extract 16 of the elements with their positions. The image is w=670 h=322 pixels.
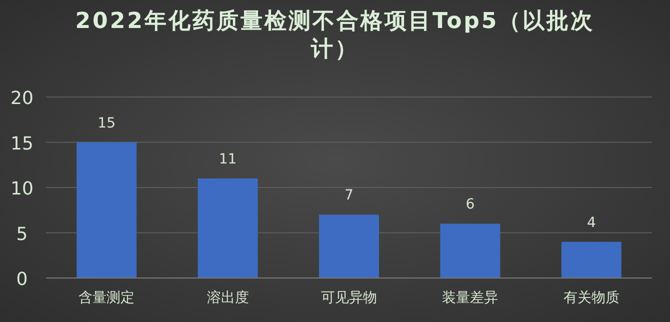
data-label: 7	[344, 188, 354, 204]
x-tick-label: 含量测定	[78, 290, 135, 306]
data-label: 6	[466, 196, 475, 213]
chart-title: 2022年化药质量检测不合格项目Top5（以批次计）	[74, 8, 596, 64]
y-tick-label: 0	[16, 269, 28, 290]
data-label: 11	[218, 151, 237, 168]
y-tick-label: 10	[10, 178, 34, 200]
x-tick-label: 装量差异	[442, 290, 498, 306]
x-tick-label: 溶出度	[206, 290, 249, 306]
y-tick-label: 20	[10, 88, 34, 109]
data-label: 4	[586, 214, 596, 231]
x-tick-label: 有关物质	[563, 290, 620, 306]
x-tick-label: 可见异物	[321, 290, 377, 306]
y-tick-label: 5	[16, 224, 28, 245]
data-label: 15	[98, 115, 116, 132]
y-tick-label: 15	[10, 133, 34, 154]
